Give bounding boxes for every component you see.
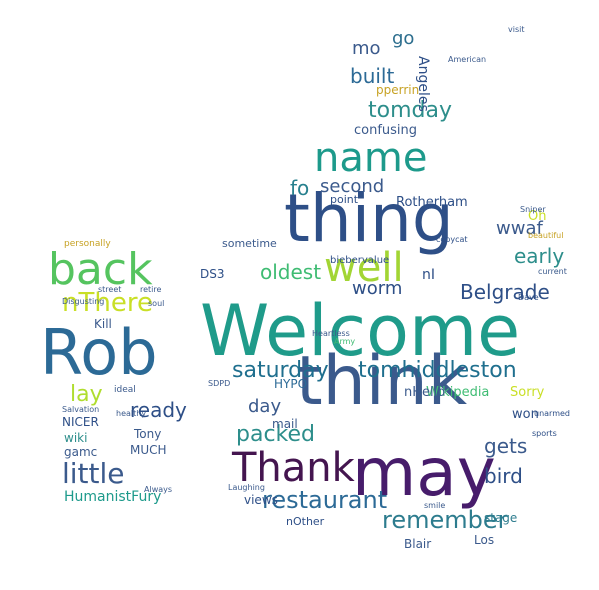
word-ideal: ideal [114, 385, 136, 395]
word-kill: Kill [94, 317, 112, 331]
word-personally: personally [64, 239, 111, 249]
word-pperrin: pperrin [376, 83, 420, 97]
word-nhello: nHello [404, 385, 446, 400]
word-worm: worm [352, 278, 403, 299]
word-copycat: copycat [436, 235, 468, 244]
word-welcome: Welcome [200, 290, 521, 372]
word-sometime: sometime [222, 237, 277, 250]
word-sorry: Sorry [510, 385, 545, 400]
word-think: think [296, 342, 468, 421]
word-remember: remember [382, 506, 508, 534]
word-army: Army [334, 337, 356, 346]
word-nother: nOther [286, 515, 325, 528]
word-sniper: Sniper [520, 205, 546, 214]
word-tomday: tomday [368, 98, 452, 123]
word-always: Always [144, 485, 173, 494]
word-belgrade: Belgrade [460, 280, 550, 304]
word-thing: thing [284, 180, 454, 257]
word-much: MUCH [130, 443, 167, 457]
word-sports: sports [532, 429, 557, 438]
word-wwaf: wwaf [496, 218, 543, 239]
word-nthere: nThere [62, 288, 153, 318]
word-heartless: Heartless [312, 329, 350, 338]
word-dave: Dave [518, 293, 539, 302]
word-won: won [512, 407, 539, 422]
word-saturday: saturday [232, 358, 329, 383]
word-los: Los [474, 533, 495, 547]
word-built: built [350, 64, 395, 88]
word-day: day [248, 396, 282, 417]
word-soul: soul [148, 299, 165, 308]
word-blair: Blair [404, 537, 432, 551]
word-mail: mail [272, 417, 298, 431]
word-stage: stage [484, 511, 518, 525]
word-little: little [62, 457, 125, 490]
word-visit: visit [508, 25, 525, 34]
word-fo: fo [290, 176, 310, 200]
word-smile: smile [424, 501, 446, 510]
word-disgusting: Disgusting [62, 297, 105, 306]
word-go: go [392, 28, 415, 49]
word-humanistfury: HumanistFury [64, 489, 162, 505]
word-ds3: DS3 [200, 267, 225, 281]
word-unarmed: unarmed [534, 409, 570, 418]
word-rotherham: Rotherham [396, 195, 468, 210]
word-ni: nI [422, 267, 436, 283]
word-may: may [352, 434, 496, 511]
word-packed: packed [236, 422, 315, 447]
word-back: back [48, 244, 153, 295]
word-early: early [514, 244, 565, 268]
word-bird: bird [484, 464, 523, 488]
word-gamc: gamc [64, 445, 98, 459]
word-second: second [320, 176, 385, 197]
word-oh: Oh [528, 209, 547, 224]
word-healthy: healthy [116, 409, 147, 418]
word-rob: Rob [40, 316, 158, 389]
word-lay: lay [70, 382, 103, 407]
word-biebervalue: biebervalue [330, 255, 390, 266]
word-sdpd: SDPD [208, 379, 231, 388]
word-confusing: confusing [354, 123, 418, 138]
word-tomhiddleston: tomhiddleston [358, 358, 517, 383]
word-hypo: HYPO [274, 377, 308, 391]
word-wikipedia: Wikipedia [426, 385, 490, 400]
word-beautiful: beautiful [528, 231, 564, 240]
word-oldest: oldest [260, 260, 322, 284]
word-views: views [244, 493, 278, 507]
word-retire: retire [140, 285, 162, 294]
word-ready: ready [130, 398, 187, 422]
word-american: American [448, 55, 487, 64]
word-name: name [314, 135, 428, 181]
word-restaurant: restaurant [262, 486, 388, 514]
word-street: street [98, 285, 122, 294]
word-tony: Tony [134, 427, 162, 441]
word-laughing: Laughing [228, 483, 265, 492]
word-thank: Thank [232, 445, 355, 491]
word-salvation: Salvation [62, 405, 100, 414]
word-gets: gets [484, 434, 528, 458]
word-mo: mo [352, 38, 381, 59]
word-wiki: wiki [64, 431, 88, 445]
word-nicer: NICER [62, 415, 99, 429]
word-point: point [330, 193, 359, 206]
word-current: current [538, 267, 567, 276]
word-well: well [324, 245, 404, 291]
